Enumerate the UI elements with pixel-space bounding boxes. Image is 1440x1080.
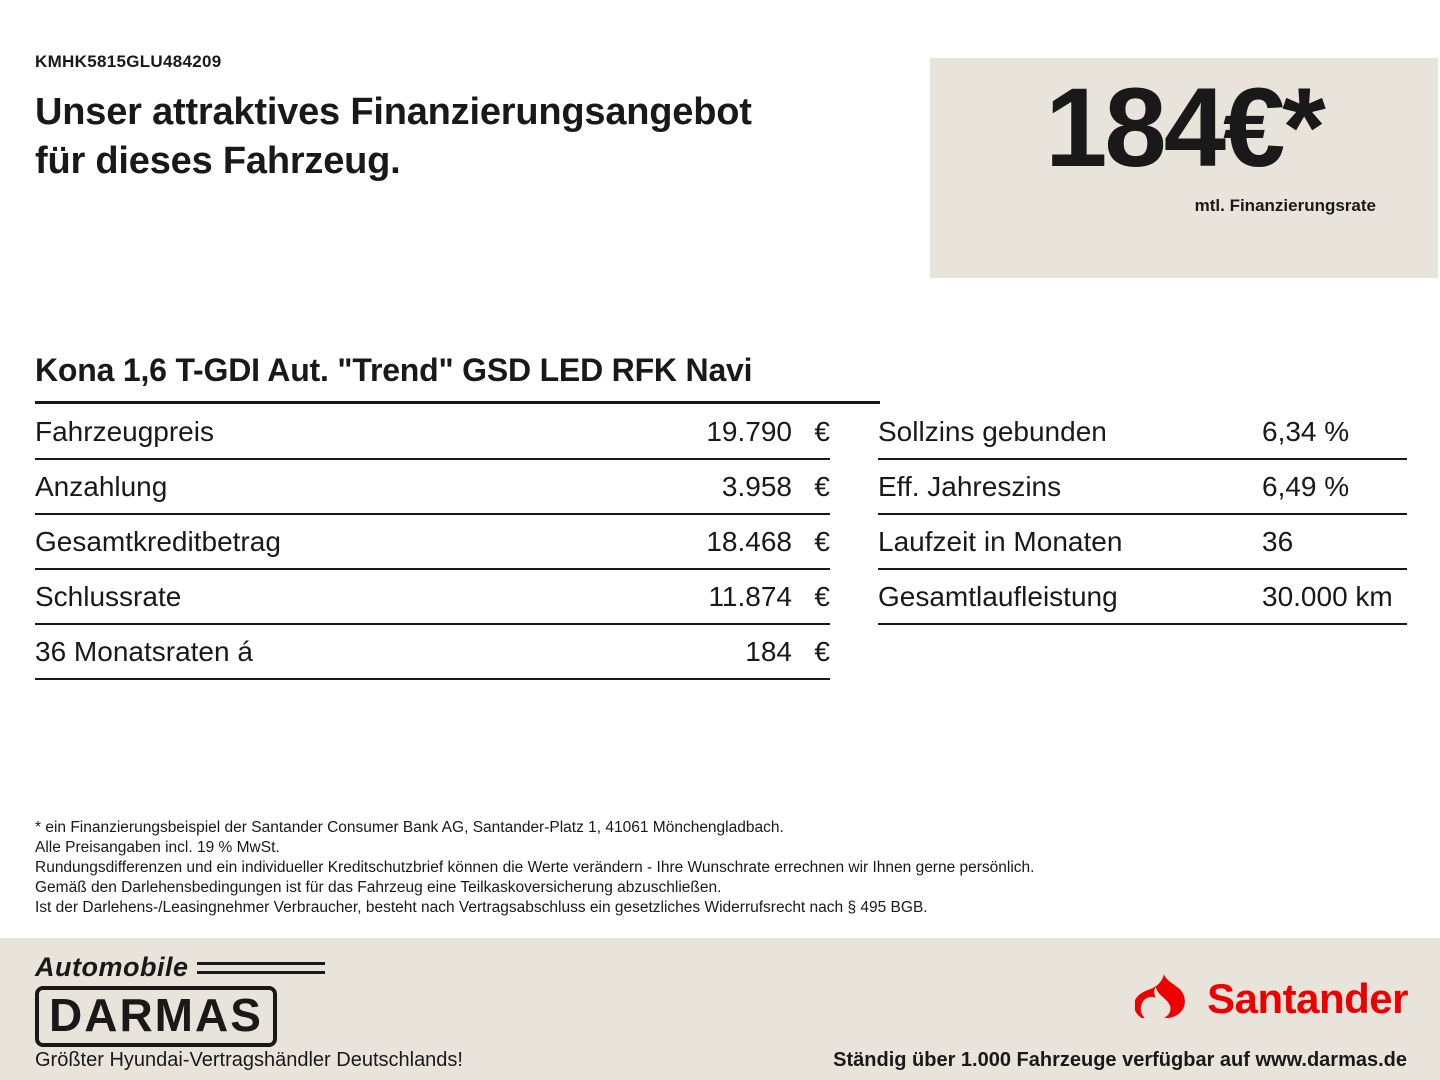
- website-tagline: Ständig über 1.000 Fahrzeuge verfügbar a…: [833, 1049, 1407, 1071]
- row-value: 3.958: [721, 470, 792, 502]
- row-label: Laufzeit in Monaten: [878, 525, 1123, 557]
- disclaimer-line: Ist der Darlehens-/Leasingnehmer Verbrau…: [35, 899, 928, 916]
- row-label: Anzahlung: [35, 470, 168, 502]
- table-row: Fahrzeugpreis 19.790 €: [35, 405, 830, 460]
- row-value: 11.874: [708, 580, 792, 612]
- row-value: 6,34 %: [1262, 415, 1350, 447]
- disclaimer-line: Rundungsdifferenzen und ein individuelle…: [35, 859, 1035, 876]
- darmas-logo-lines: [196, 961, 325, 974]
- table-row: Schlussrate 11.874 €: [35, 570, 830, 625]
- page-title: Unser attraktives Finanzierungsangebot f…: [35, 88, 752, 185]
- darmas-logo-automobile-text: Automobile: [35, 952, 189, 982]
- finance-table-left-column: Fahrzeugpreis 19.790 € Anzahlung 3.958 €…: [35, 405, 830, 680]
- darmas-logo-wordmark: DARMAS: [35, 986, 277, 1047]
- page-title-line1: Unser attraktives Finanzierungsangebot: [35, 91, 752, 133]
- table-row: Laufzeit in Monaten 36: [878, 515, 1407, 570]
- monthly-rate-value: 184€*: [1045, 65, 1326, 190]
- row-label: 36 Monatsraten á: [35, 635, 253, 667]
- darmas-logo-top: Automobile: [35, 952, 325, 983]
- monthly-rate-label: mtl. Finanzierungsrate: [1194, 196, 1376, 215]
- row-value: 36: [1262, 525, 1294, 557]
- row-label: Fahrzeugpreis: [35, 415, 214, 447]
- table-row: Eff. Jahreszins 6,49 %: [878, 460, 1407, 515]
- table-row: Anzahlung 3.958 €: [35, 460, 830, 515]
- disclaimer-line: Alle Preisangaben incl. 19 % MwSt.: [35, 839, 280, 856]
- row-value: 30.000 km: [1262, 580, 1393, 612]
- row-label: Eff. Jahreszins: [878, 470, 1062, 502]
- monthly-rate-box: 184€* mtl. Finanzierungsrate: [930, 58, 1438, 278]
- row-label: Sollzins gebunden: [878, 415, 1107, 447]
- row-unit: €: [814, 415, 830, 447]
- santander-flame-icon: [1134, 974, 1193, 1023]
- row-value: 6,49 %: [1262, 470, 1350, 502]
- dealer-tagline: Größter Hyundai-Vertragshändler Deutschl…: [35, 1049, 463, 1071]
- finance-table: Fahrzeugpreis 19.790 € Anzahlung 3.958 €…: [35, 405, 1407, 680]
- row-label: Gesamtkreditbetrag: [35, 525, 281, 557]
- row-value: 19.790: [706, 415, 792, 447]
- row-unit: €: [814, 635, 830, 667]
- disclaimer-line: * ein Finanzierungsbeispiel der Santande…: [35, 819, 784, 836]
- disclaimer-line: Gemäß den Darlehensbedingungen ist für d…: [35, 879, 722, 896]
- row-value: 184: [745, 635, 792, 667]
- vehicle-title: Kona 1,6 T-GDI Aut. "Trend" GSD LED RFK …: [35, 352, 880, 404]
- vin-number: KMHK5815GLU484209: [35, 52, 222, 71]
- row-value: 18.468: [706, 525, 792, 557]
- table-row: Gesamtkreditbetrag 18.468 €: [35, 515, 830, 570]
- row-label: Schlussrate: [35, 580, 182, 612]
- darmas-dealer-logo: Automobile DARMAS: [35, 952, 325, 1047]
- footer-band: Automobile DARMAS Santander Größter Hyun…: [0, 938, 1440, 1080]
- row-label: Gesamtlaufleistung: [878, 580, 1118, 612]
- row-unit: €: [814, 580, 830, 612]
- santander-logo: Santander: [1134, 974, 1408, 1023]
- table-row: Gesamtlaufleistung 30.000 km: [878, 570, 1407, 625]
- page-title-line2: für dieses Fahrzeug.: [35, 139, 401, 182]
- table-row: Sollzins gebunden 6,34 %: [878, 405, 1407, 460]
- disclaimer-text: * ein Finanzierungsbeispiel der Santande…: [35, 818, 1034, 918]
- row-unit: €: [814, 525, 830, 557]
- finance-table-right-column: Sollzins gebunden 6,34 % Eff. Jahreszins…: [878, 405, 1407, 680]
- table-row: 36 Monatsraten á 184 €: [35, 625, 830, 680]
- santander-wordmark: Santander: [1207, 974, 1408, 1022]
- row-unit: €: [814, 470, 830, 502]
